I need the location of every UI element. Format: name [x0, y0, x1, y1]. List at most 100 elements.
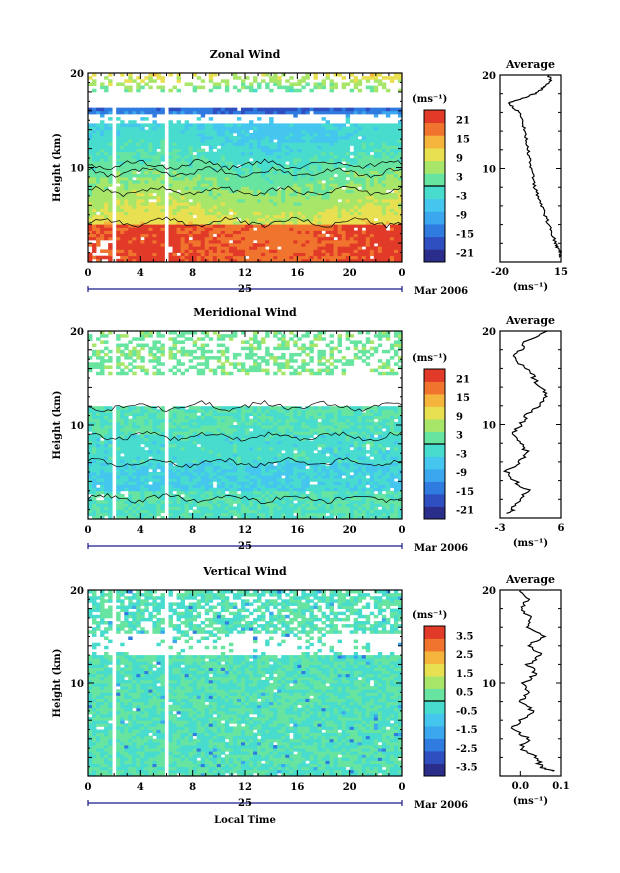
heatmap-cell — [361, 151, 367, 156]
heatmap-cell — [212, 85, 218, 90]
heatmap-cell — [261, 158, 266, 162]
heatmap-cell — [297, 487, 302, 492]
heatmap-cell — [309, 515, 314, 520]
heatmap-cell — [128, 189, 133, 194]
heatmap-cell — [128, 230, 133, 235]
heatmap-cell — [236, 117, 242, 121]
heatmap-cell — [160, 506, 165, 510]
heatmap-cell — [329, 214, 334, 219]
heatmap-cell — [305, 148, 310, 153]
heatmap-cell — [96, 214, 101, 219]
heatmap-cell — [393, 497, 399, 501]
heatmap-cell — [240, 139, 246, 143]
heatmap-cell — [132, 230, 137, 235]
heatmap-cell — [88, 211, 93, 216]
heatmap-cell — [104, 493, 109, 498]
heatmap-cell — [301, 221, 306, 225]
heatmap-cell — [249, 487, 254, 492]
heatmap-cell — [128, 515, 133, 520]
heatmap-cell — [309, 484, 314, 489]
heatmap-cell — [289, 236, 294, 241]
heatmap-cell — [285, 239, 290, 244]
heatmap-cell — [325, 189, 330, 194]
heatmap-cell — [240, 478, 246, 482]
heatmap-cell — [281, 252, 286, 257]
heatmap-cell — [148, 176, 153, 181]
heatmap-cell — [204, 192, 210, 197]
heatmap-cell — [224, 142, 230, 146]
heatmap-cell — [265, 180, 270, 184]
heatmap-cell — [297, 478, 302, 482]
heatmap-cell — [104, 490, 109, 495]
heatmap-cell — [240, 107, 246, 112]
heatmap-cell — [236, 142, 242, 146]
heatmap-cell — [317, 167, 322, 172]
heatmap-cell — [96, 221, 101, 225]
heatmap-cell — [349, 230, 355, 235]
heatmap-cell — [160, 129, 165, 134]
colorbar-swatch — [424, 148, 445, 162]
heatmap-cell — [381, 221, 387, 225]
heatmap-cell — [377, 487, 383, 492]
heatmap-cell — [224, 233, 230, 238]
heatmap-cell — [253, 478, 258, 482]
heatmap-cell — [349, 506, 355, 510]
heatmap-cell — [317, 139, 322, 143]
heatmap-cell — [96, 126, 101, 131]
heatmap-cell — [377, 481, 383, 485]
heatmap-cell — [224, 217, 230, 222]
heatmap-cell — [369, 243, 375, 247]
heatmap-cell — [176, 249, 181, 253]
heatmap-cell — [208, 173, 214, 178]
heatmap-cell — [281, 243, 286, 247]
heatmap-cell — [397, 509, 403, 514]
heatmap-cell — [353, 129, 359, 134]
heatmap-cell — [373, 252, 379, 257]
heatmap-cell — [204, 173, 210, 178]
heatmap-cell — [253, 217, 258, 222]
heatmap-cell — [184, 481, 190, 485]
heatmap-cell — [337, 249, 343, 253]
heatmap-cell — [116, 202, 121, 206]
heatmap-cell — [281, 173, 286, 178]
heatmap-cell — [349, 170, 355, 175]
heatmap-cell — [220, 154, 226, 159]
heatmap-cell — [228, 145, 234, 149]
heatmap-cell — [341, 211, 347, 216]
heatmap-cell — [377, 158, 383, 162]
heatmap-cell — [108, 154, 113, 159]
x-tick-label: 0 — [399, 268, 406, 279]
heatmap-cell — [156, 493, 161, 498]
heatmap-cell — [196, 468, 202, 473]
heatmap-cell — [245, 183, 250, 187]
colorbar-tick-label: -21 — [456, 249, 474, 260]
heatmap-cell — [369, 139, 375, 143]
heatmap-cell — [341, 472, 347, 476]
heatmap-cell — [140, 246, 145, 250]
heatmap-cell — [329, 236, 334, 241]
heatmap-cell — [325, 142, 330, 146]
heatmap-cell — [385, 490, 391, 495]
heatmap-cell — [305, 478, 310, 482]
heatmap-cell — [196, 230, 202, 235]
heatmap-cell — [393, 211, 399, 216]
heatmap-cell — [200, 136, 206, 140]
heatmap-cell — [325, 208, 330, 212]
heatmap-cell — [172, 478, 177, 482]
heatmap-cell — [281, 227, 286, 231]
heatmap-cell — [313, 239, 318, 244]
heatmap-cell — [285, 85, 290, 90]
heatmap-cell — [140, 148, 145, 153]
heatmap-cell — [224, 208, 230, 212]
heatmap-cell — [273, 497, 278, 501]
heatmap-cell — [132, 180, 137, 184]
heatmap-cell — [393, 239, 399, 244]
heatmap-cell — [208, 475, 214, 479]
heatmap-cell — [168, 199, 173, 203]
heatmap-cell — [261, 468, 266, 473]
heatmap-cell — [381, 161, 387, 165]
heatmap-cell — [261, 478, 266, 482]
heatmap-cell — [224, 227, 230, 231]
heatmap-cell — [245, 145, 250, 149]
heatmap-cell — [236, 481, 242, 485]
